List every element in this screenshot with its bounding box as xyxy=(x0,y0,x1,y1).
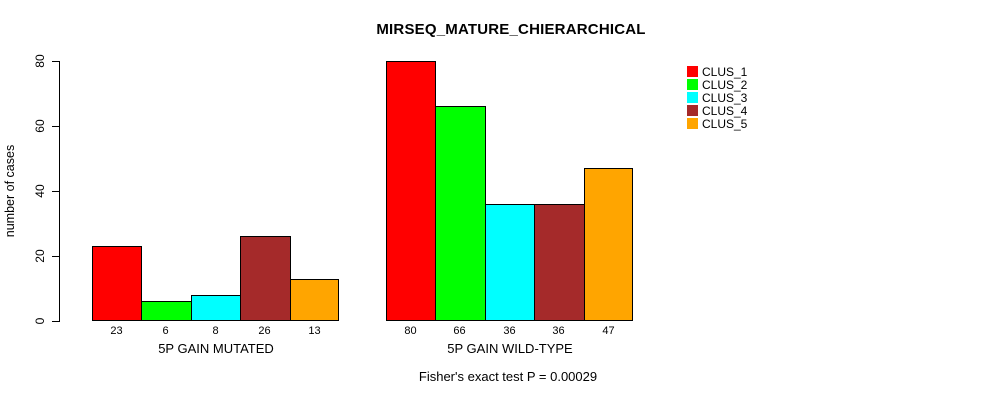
y-axis-tick-label: 40 xyxy=(33,184,47,198)
bar-clus_5-group1 xyxy=(290,279,339,321)
bar-clus_5-group2 xyxy=(584,168,633,321)
bar-value-label: 36 xyxy=(503,325,516,337)
legend-label: CLUS_5 xyxy=(702,117,748,131)
y-axis-tick xyxy=(52,321,59,322)
legend-swatch-clus_1 xyxy=(687,66,698,77)
bar-clus_1-group1 xyxy=(92,246,142,321)
bar-clus_2-group2 xyxy=(435,106,486,321)
footer-stat-text: Fisher's exact test P = 0.00029 xyxy=(418,369,598,384)
legend-label: CLUS_2 xyxy=(702,78,748,92)
bar-value-label: 80 xyxy=(404,325,417,337)
bar-value-label: 13 xyxy=(308,325,321,337)
y-axis-line xyxy=(59,61,60,322)
legend-label: CLUS_1 xyxy=(702,65,748,79)
bar-value-label: 47 xyxy=(602,325,615,337)
bar-value-label: 8 xyxy=(212,325,219,337)
y-axis-tick xyxy=(52,61,59,62)
bar-clus_2-group1 xyxy=(141,301,192,321)
x-axis-group-label: 5P GAIN WILD-TYPE xyxy=(447,341,573,356)
bar-clus_4-group2 xyxy=(534,204,585,321)
y-axis-tick xyxy=(52,126,59,127)
legend-swatch-clus_2 xyxy=(687,79,698,90)
y-axis-tick xyxy=(52,256,59,257)
legend-label: CLUS_4 xyxy=(702,104,748,118)
bar-value-label: 26 xyxy=(258,325,271,337)
x-axis-group-label: 5P GAIN MUTATED xyxy=(158,341,274,356)
legend-swatch-clus_3 xyxy=(687,92,698,103)
bar-clus_3-group2 xyxy=(485,204,535,321)
chart-title: MIRSEQ_MATURE_CHIERARCHICAL xyxy=(376,21,646,38)
y-axis-tick-label: 80 xyxy=(33,54,47,68)
bar-clus_1-group2 xyxy=(386,61,436,321)
legend-swatch-clus_5 xyxy=(687,118,698,129)
y-axis-tick xyxy=(52,191,59,192)
bar-clus_3-group1 xyxy=(191,295,241,321)
legend-label: CLUS_3 xyxy=(702,91,748,105)
legend-swatch-clus_4 xyxy=(687,105,698,116)
bar-clus_4-group1 xyxy=(240,236,291,321)
bar-value-label: 6 xyxy=(162,325,169,337)
y-axis-label: number of cases xyxy=(3,144,17,238)
y-axis-tick-label: 0 xyxy=(33,317,47,325)
bar-value-label: 23 xyxy=(110,325,123,337)
y-axis-tick-label: 20 xyxy=(33,249,47,263)
y-axis-tick-label: 60 xyxy=(33,119,47,133)
bar-value-label: 36 xyxy=(552,325,565,337)
bar-value-label: 66 xyxy=(453,325,466,337)
